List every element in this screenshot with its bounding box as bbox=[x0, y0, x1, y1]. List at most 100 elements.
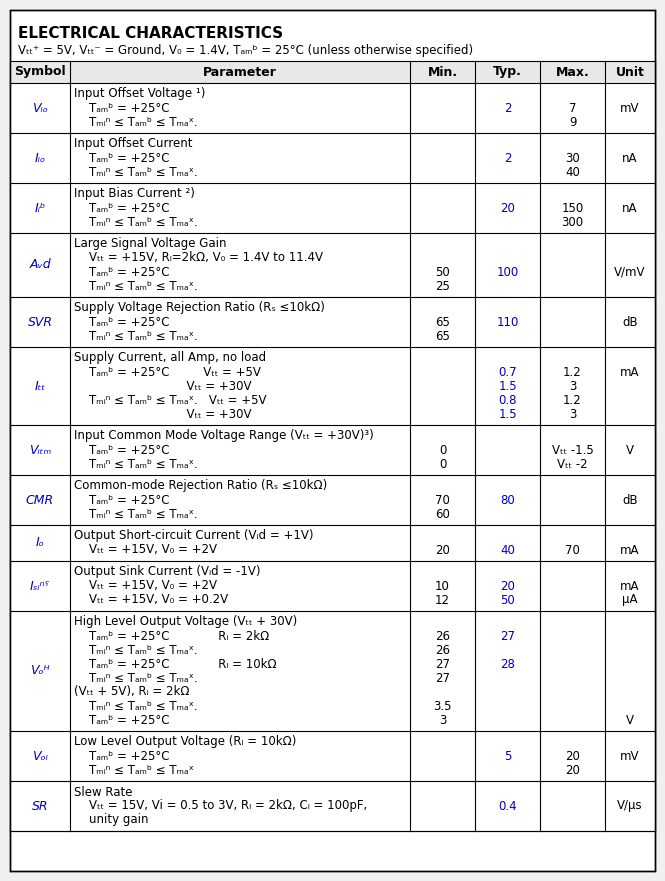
Text: 0.7: 0.7 bbox=[498, 366, 517, 379]
FancyBboxPatch shape bbox=[10, 133, 655, 183]
Text: Iₛᵢⁿˤ: Iₛᵢⁿˤ bbox=[30, 580, 50, 593]
Text: Vₜₜ⁺ = 5V, Vₜₜ⁻ = Ground, V₀ = 1.4V, Tₐₘᵇ = 25°C (unless otherwise specified): Vₜₜ⁺ = 5V, Vₜₜ⁻ = Ground, V₀ = 1.4V, Tₐₘ… bbox=[18, 44, 473, 57]
Text: 20: 20 bbox=[435, 544, 450, 557]
Text: Tₐₘᵇ = +25°C: Tₐₘᵇ = +25°C bbox=[74, 750, 170, 762]
Text: Vₜₜ = 15V, Vi = 0.5 to 3V, Rₗ = 2kΩ, Cₗ = 100pF,: Vₜₜ = 15V, Vi = 0.5 to 3V, Rₗ = 2kΩ, Cₗ … bbox=[74, 799, 367, 812]
Text: Vᵢₜₘ: Vᵢₜₘ bbox=[29, 443, 51, 456]
Text: 0: 0 bbox=[439, 443, 446, 456]
Text: 3.5: 3.5 bbox=[434, 700, 452, 713]
Text: Tₐₘᵇ = +25°C: Tₐₘᵇ = +25°C bbox=[74, 152, 170, 165]
Text: Tₐₘᵇ = +25°C: Tₐₘᵇ = +25°C bbox=[74, 714, 170, 727]
Text: Common-mode Rejection Ratio (Rₛ ≤10kΩ): Common-mode Rejection Ratio (Rₛ ≤10kΩ) bbox=[74, 479, 327, 492]
FancyBboxPatch shape bbox=[10, 781, 655, 831]
FancyBboxPatch shape bbox=[10, 611, 655, 731]
Text: dB: dB bbox=[622, 315, 638, 329]
FancyBboxPatch shape bbox=[10, 561, 655, 611]
Text: 0.4: 0.4 bbox=[498, 799, 517, 812]
Text: Vₒₗ: Vₒₗ bbox=[32, 750, 48, 762]
Text: Tₘᵢⁿ ≤ Tₐₘᵇ ≤ Tₘₐˣ.: Tₘᵢⁿ ≤ Tₐₘᵇ ≤ Tₘₐˣ. bbox=[74, 216, 198, 228]
Text: Low Level Output Voltage (Rₗ = 10kΩ): Low Level Output Voltage (Rₗ = 10kΩ) bbox=[74, 736, 297, 749]
Text: Vₜₜ = +15V, V₀ = +2V: Vₜₜ = +15V, V₀ = +2V bbox=[74, 544, 217, 557]
Text: Tₐₘᵇ = +25°C             Rₗ = 2kΩ: Tₐₘᵇ = +25°C Rₗ = 2kΩ bbox=[74, 630, 269, 642]
Text: 5: 5 bbox=[504, 750, 511, 762]
Text: Max.: Max. bbox=[556, 65, 589, 78]
Text: V/μs: V/μs bbox=[617, 799, 643, 812]
Text: 20: 20 bbox=[500, 202, 515, 214]
Text: Tₘᵢⁿ ≤ Tₐₘᵇ ≤ Tₘₐˣ.: Tₘᵢⁿ ≤ Tₐₘᵇ ≤ Tₘₐˣ. bbox=[74, 279, 198, 292]
Text: 1.2: 1.2 bbox=[563, 366, 582, 379]
Text: 0: 0 bbox=[439, 457, 446, 470]
Text: Symbol: Symbol bbox=[14, 65, 66, 78]
Text: Input Bias Current ²): Input Bias Current ²) bbox=[74, 188, 195, 201]
Text: 80: 80 bbox=[500, 493, 515, 507]
Text: 20: 20 bbox=[565, 750, 580, 762]
Text: Iₒ: Iₒ bbox=[35, 537, 45, 550]
Text: 30: 30 bbox=[565, 152, 580, 165]
Text: 2: 2 bbox=[504, 152, 511, 165]
Text: unity gain: unity gain bbox=[74, 813, 148, 826]
Text: nA: nA bbox=[622, 202, 638, 214]
Text: Tₐₘᵇ = +25°C: Tₐₘᵇ = +25°C bbox=[74, 443, 170, 456]
Text: V/mV: V/mV bbox=[614, 265, 646, 278]
Text: Tₐₘᵇ = +25°C: Tₐₘᵇ = +25°C bbox=[74, 493, 170, 507]
Text: Tₘᵢⁿ ≤ Tₐₘᵇ ≤ Tₘₐˣ.: Tₘᵢⁿ ≤ Tₐₘᵇ ≤ Tₘₐˣ. bbox=[74, 329, 198, 343]
Text: 27: 27 bbox=[500, 630, 515, 642]
Text: Tₘᵢⁿ ≤ Tₐₘᵇ ≤ Tₘₐˣ.   Vₜₜ = +5V: Tₘᵢⁿ ≤ Tₐₘᵇ ≤ Tₘₐˣ. Vₜₜ = +5V bbox=[74, 394, 267, 406]
Text: Large Signal Voltage Gain: Large Signal Voltage Gain bbox=[74, 238, 227, 250]
Text: Iᵢₒ: Iᵢₒ bbox=[35, 152, 46, 165]
Text: 12: 12 bbox=[435, 594, 450, 606]
Text: Vₜₜ = +15V, V₀ = +2V: Vₜₜ = +15V, V₀ = +2V bbox=[74, 580, 217, 593]
Text: Supply Current, all Amp, no load: Supply Current, all Amp, no load bbox=[74, 352, 266, 365]
Text: Aᵥd: Aᵥd bbox=[29, 258, 51, 271]
Text: V: V bbox=[626, 443, 634, 456]
FancyBboxPatch shape bbox=[10, 61, 655, 83]
Text: 2: 2 bbox=[504, 101, 511, 115]
Text: 40: 40 bbox=[565, 166, 580, 179]
Text: Tₐₘᵇ = +25°C         Vₜₜ = +5V: Tₐₘᵇ = +25°C Vₜₜ = +5V bbox=[74, 366, 261, 379]
Text: Vₜₜ = +15V, Rₗ=2kΩ, V₀ = 1.4V to 11.4V: Vₜₜ = +15V, Rₗ=2kΩ, V₀ = 1.4V to 11.4V bbox=[74, 251, 323, 264]
Text: 20: 20 bbox=[500, 580, 515, 593]
Text: μA: μA bbox=[622, 594, 638, 606]
Text: Tₐₘᵇ = +25°C             Rₗ = 10kΩ: Tₐₘᵇ = +25°C Rₗ = 10kΩ bbox=[74, 657, 277, 670]
FancyBboxPatch shape bbox=[10, 233, 655, 297]
Text: 50: 50 bbox=[500, 594, 515, 606]
Text: Tₘᵢⁿ ≤ Tₐₘᵇ ≤ Tₘₐˣ.: Tₘᵢⁿ ≤ Tₐₘᵇ ≤ Tₘₐˣ. bbox=[74, 671, 198, 685]
Text: 70: 70 bbox=[435, 493, 450, 507]
Text: Input Offset Voltage ¹): Input Offset Voltage ¹) bbox=[74, 87, 205, 100]
Text: Min.: Min. bbox=[428, 65, 458, 78]
FancyBboxPatch shape bbox=[10, 347, 655, 425]
Text: Vₜₜ = +15V, V₀ = +0.2V: Vₜₜ = +15V, V₀ = +0.2V bbox=[74, 594, 228, 606]
Text: 0.8: 0.8 bbox=[498, 394, 517, 406]
Text: mA: mA bbox=[620, 580, 640, 593]
Text: 7: 7 bbox=[569, 101, 577, 115]
Text: 110: 110 bbox=[496, 315, 519, 329]
Text: Input Common Mode Voltage Range (Vₜₜ = +30V)³): Input Common Mode Voltage Range (Vₜₜ = +… bbox=[74, 430, 374, 442]
Text: Tₐₘᵇ = +25°C: Tₐₘᵇ = +25°C bbox=[74, 265, 170, 278]
Text: SVR: SVR bbox=[27, 315, 53, 329]
Text: 27: 27 bbox=[435, 671, 450, 685]
Text: Slew Rate: Slew Rate bbox=[74, 786, 132, 798]
FancyBboxPatch shape bbox=[10, 83, 655, 133]
Text: 50: 50 bbox=[435, 265, 450, 278]
Text: Tₘᵢⁿ ≤ Tₐₘᵇ ≤ Tₘₐˣ.: Tₘᵢⁿ ≤ Tₐₘᵇ ≤ Tₘₐˣ. bbox=[74, 166, 198, 179]
Text: 25: 25 bbox=[435, 279, 450, 292]
FancyBboxPatch shape bbox=[10, 297, 655, 347]
Text: Vₒᴴ: Vₒᴴ bbox=[30, 664, 50, 677]
Text: 9: 9 bbox=[569, 115, 577, 129]
Text: CMR: CMR bbox=[26, 493, 54, 507]
Text: Parameter: Parameter bbox=[203, 65, 277, 78]
Text: 1.2: 1.2 bbox=[563, 394, 582, 406]
Text: 26: 26 bbox=[435, 643, 450, 656]
FancyBboxPatch shape bbox=[10, 475, 655, 525]
Text: Vₜₜ -2: Vₜₜ -2 bbox=[557, 457, 588, 470]
Text: nA: nA bbox=[622, 152, 638, 165]
Text: 27: 27 bbox=[435, 657, 450, 670]
Text: mV: mV bbox=[620, 101, 640, 115]
Text: 60: 60 bbox=[435, 507, 450, 521]
Text: 65: 65 bbox=[435, 329, 450, 343]
Text: 100: 100 bbox=[496, 265, 519, 278]
Text: 3: 3 bbox=[569, 380, 576, 393]
Text: 1.5: 1.5 bbox=[498, 380, 517, 393]
FancyBboxPatch shape bbox=[10, 525, 655, 561]
Text: mA: mA bbox=[620, 366, 640, 379]
